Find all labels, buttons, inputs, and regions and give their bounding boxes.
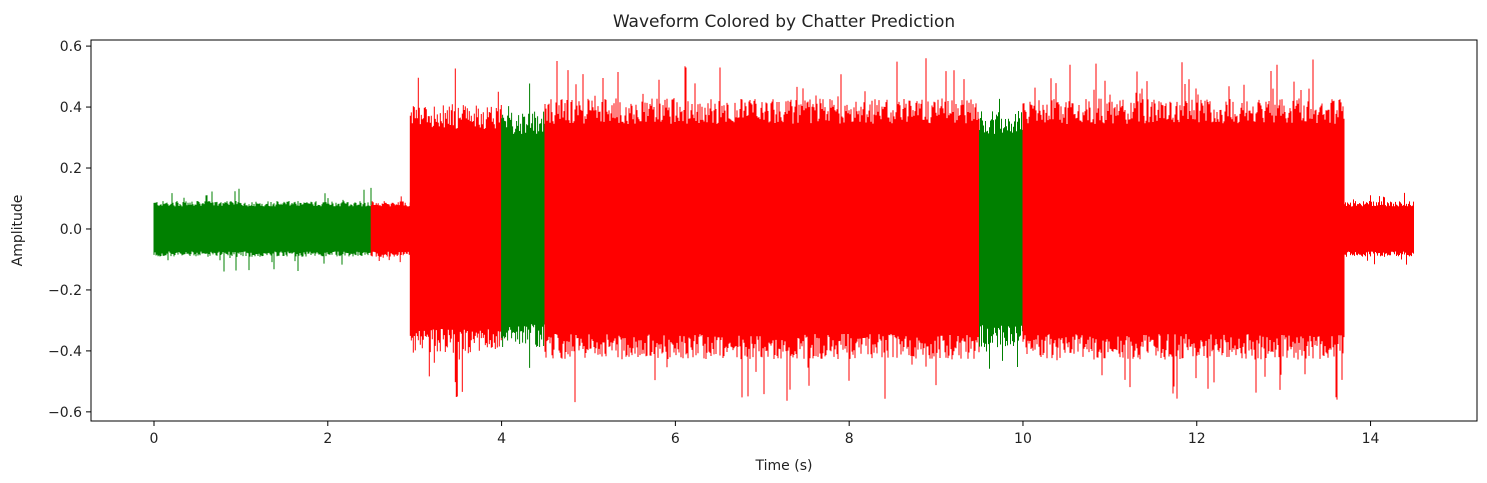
- plot-frame: [90, 39, 1478, 422]
- waveform-segment-3: [501, 83, 546, 368]
- y-tick-label: 0.0: [60, 222, 82, 238]
- waveform-segment-1: [370, 196, 411, 263]
- plot-content: [153, 58, 1414, 403]
- x-tick-label: 8: [845, 431, 854, 447]
- y-tick-label: 0.6: [60, 39, 82, 55]
- waveform-segment-2: [409, 68, 502, 397]
- waveform-segment-7: [1344, 192, 1414, 265]
- x-axis: 0 2 4 6 8 10 12 14: [150, 421, 1380, 447]
- x-tick-label: 0: [150, 431, 159, 447]
- x-tick-label: 10: [1014, 431, 1032, 447]
- x-tick-label: 4: [497, 431, 506, 447]
- waveform-segment-6: [1022, 59, 1345, 400]
- x-tick-label: 2: [323, 431, 332, 447]
- x-tick-label: 6: [671, 431, 680, 447]
- y-axis: −0.6 −0.4 −0.2 0.0 0.2 0.4 0.6: [48, 39, 91, 421]
- chart-title: Waveform Colored by Chatter Prediction: [613, 12, 955, 32]
- y-tick-label: −0.4: [48, 344, 82, 360]
- y-tick-label: 0.2: [60, 161, 82, 177]
- x-tick-label: 12: [1188, 431, 1206, 447]
- waveform-segment-5: [979, 98, 1023, 369]
- waveform-segment-0: [153, 187, 372, 272]
- x-axis-label: Time (s): [755, 458, 813, 474]
- waveform-segment-4: [544, 58, 980, 403]
- y-tick-label: −0.6: [48, 405, 82, 421]
- y-axis-label: Amplitude: [10, 195, 26, 267]
- y-tick-label: −0.2: [48, 283, 82, 299]
- y-tick-label: 0.4: [60, 100, 82, 116]
- x-tick-label: 14: [1362, 431, 1380, 447]
